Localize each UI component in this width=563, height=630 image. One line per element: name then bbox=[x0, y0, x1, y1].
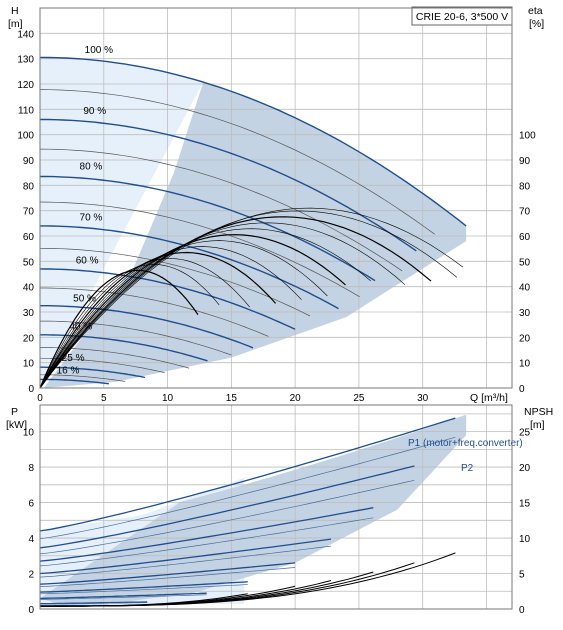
chart-title: CRIE 20-6, 3*500 V bbox=[416, 11, 508, 23]
head-tick-label: 10 bbox=[23, 359, 35, 370]
npsh-axis-unit: [m] bbox=[530, 419, 545, 431]
power-axis-label: P bbox=[11, 406, 18, 418]
speed-label: 50 % bbox=[73, 293, 96, 304]
head-tick-label: 80 bbox=[23, 181, 35, 192]
flow-tick-label: 20 bbox=[290, 393, 302, 404]
eta-tick-label: 100 bbox=[519, 131, 536, 142]
legend-p2: P2 bbox=[461, 463, 474, 474]
head-tick-label: 120 bbox=[17, 80, 34, 91]
head-tick-label: 50 bbox=[23, 257, 35, 268]
power-tick-label: 0 bbox=[28, 605, 34, 616]
head-tick-label: 100 bbox=[17, 131, 34, 142]
npsh-tick-label: 10 bbox=[519, 534, 531, 545]
power-plot-background bbox=[40, 405, 512, 609]
head-tick-label: 130 bbox=[17, 55, 34, 66]
speed-label: 16 % bbox=[57, 366, 80, 377]
speed-label: 60 % bbox=[76, 255, 99, 266]
power-tick-label: 8 bbox=[28, 463, 34, 474]
speed-label: 100 % bbox=[85, 45, 113, 56]
flow-tick-label: 5 bbox=[101, 393, 107, 404]
npsh-tick-label: 5 bbox=[519, 570, 525, 581]
eta-tick-label: 60 bbox=[519, 232, 531, 243]
eta-tick-label: 40 bbox=[519, 283, 531, 294]
npsh-tick-label: 15 bbox=[519, 499, 531, 510]
eta-tick-label: 90 bbox=[519, 156, 531, 167]
head-tick-label: 140 bbox=[17, 29, 34, 40]
flow-tick-label: 25 bbox=[353, 393, 365, 404]
head-tick-label: 70 bbox=[23, 207, 35, 218]
power-tick-label: 2 bbox=[28, 570, 34, 581]
power-tick-label: 10 bbox=[23, 428, 35, 439]
head-tick-label: 90 bbox=[23, 156, 35, 167]
legend-p1: P1 (motor+freq.converter) bbox=[408, 438, 523, 449]
head-tick-label: 40 bbox=[23, 283, 35, 294]
head-plot-background bbox=[40, 8, 512, 388]
eta-tick-label: 50 bbox=[519, 257, 531, 268]
eta-tick-label: 10 bbox=[519, 359, 531, 370]
speed-label: 25 % bbox=[62, 353, 85, 364]
head-tick-label: 30 bbox=[23, 308, 35, 319]
head-tick-label: 110 bbox=[18, 105, 34, 116]
speed-label: 70 % bbox=[80, 212, 103, 223]
speed-label: 90 % bbox=[83, 106, 106, 117]
npsh-axis-label: NPSH bbox=[524, 406, 553, 418]
head-axis-unit: [m] bbox=[8, 18, 23, 30]
flow-tick-label: 10 bbox=[162, 393, 174, 404]
head-tick-label: 20 bbox=[23, 333, 35, 344]
eta-axis-unit: [%] bbox=[529, 18, 544, 30]
eta-tick-label: 80 bbox=[519, 181, 531, 192]
flow-tick-label: 0 bbox=[37, 393, 43, 404]
flow-tick-label: 30 bbox=[417, 393, 429, 404]
head-axis-label: H bbox=[11, 5, 19, 17]
eta-tick-label: 70 bbox=[519, 207, 531, 218]
eta-tick-label: 20 bbox=[519, 333, 531, 344]
eta-tick-label: 30 bbox=[519, 308, 531, 319]
power-tick-label: 6 bbox=[28, 499, 34, 510]
flow-axis-label: Q [m³/h] bbox=[470, 392, 508, 404]
head-tick-label: 60 bbox=[23, 232, 35, 243]
npsh-tick-label: 25 bbox=[519, 428, 531, 439]
eta-axis-label: eta bbox=[528, 5, 543, 17]
eta-tick-label: 0 bbox=[519, 384, 525, 395]
head-tick-label: 0 bbox=[28, 384, 34, 395]
speed-label: 40 % bbox=[69, 321, 92, 332]
npsh-tick-label: 20 bbox=[519, 463, 531, 474]
speed-label: 80 % bbox=[80, 162, 103, 173]
power-tick-label: 4 bbox=[28, 534, 34, 545]
npsh-tick-label: 0 bbox=[519, 605, 525, 616]
flow-tick-label: 15 bbox=[226, 393, 238, 404]
